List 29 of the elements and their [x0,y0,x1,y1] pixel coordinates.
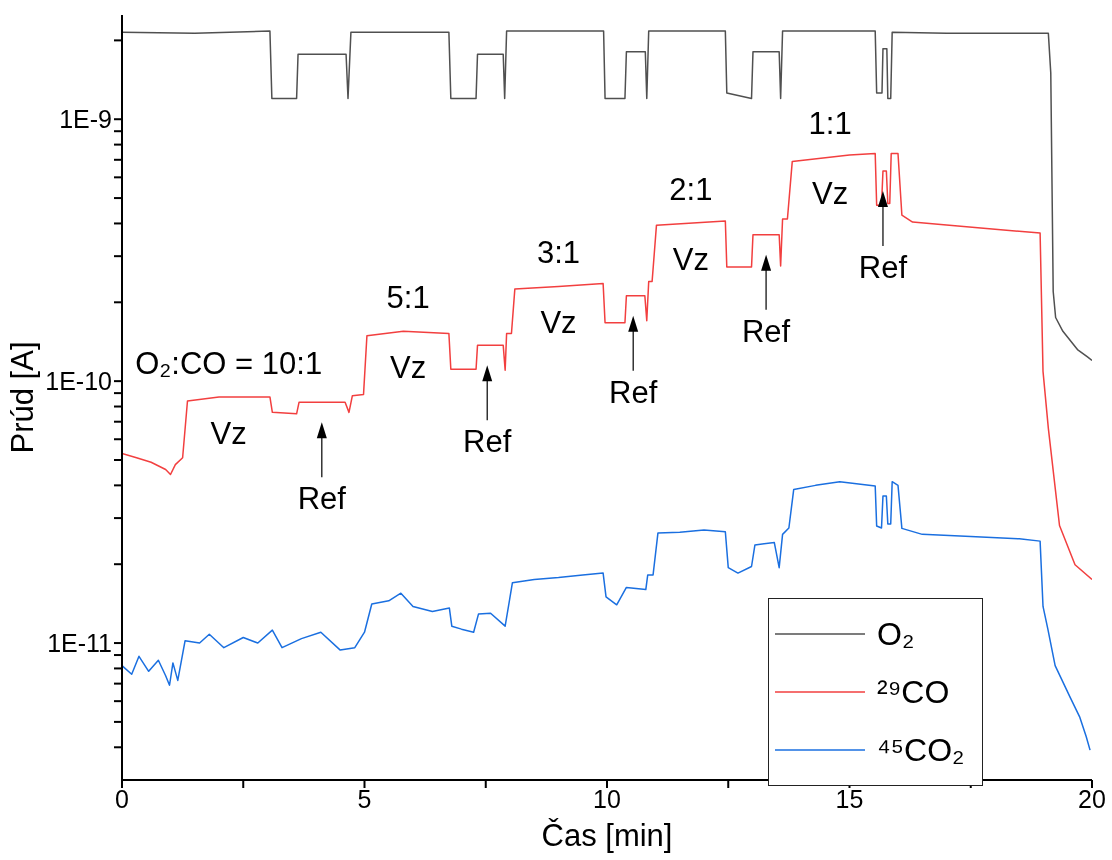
annotation: Ref [609,374,658,410]
annotation: 2:1 [669,171,713,207]
x-tick-label: 10 [593,784,621,813]
annotation: O₂:CO = 10:1 [135,345,323,381]
annotation: Ref [741,313,791,349]
annotation: Ref [463,424,512,460]
annotation: 5:1 [386,280,430,316]
annotation: 1:1 [808,106,852,142]
annotation: Vz [812,176,849,212]
x-axis-title: Čas [min] [541,818,673,853]
y-tick-label: 1E-10 [45,367,112,396]
annotation: Vz [672,241,709,277]
legend-label: ²⁹CO [877,673,950,711]
annotation: Ref [297,481,347,517]
annotation: Vz [390,350,427,386]
legend-label: ⁴⁵CO₂ [877,731,965,769]
legend-label: O₂ [877,615,915,653]
annotation: 3:1 [536,235,581,271]
line-series [122,152,1092,581]
y-tick-label: 1E-11 [47,628,112,657]
annotation: Vz [210,415,247,451]
y-axis-title: Prúd [A] [5,341,41,454]
x-tick-label: 0 [115,784,129,813]
annotation: Vz [540,305,577,341]
x-tick-label: 15 [835,784,864,813]
y-tick-label: 1E-9 [59,105,112,134]
annotation: Ref [858,250,908,286]
x-tick-label: 5 [357,784,372,813]
x-tick-label: 20 [1078,784,1106,813]
